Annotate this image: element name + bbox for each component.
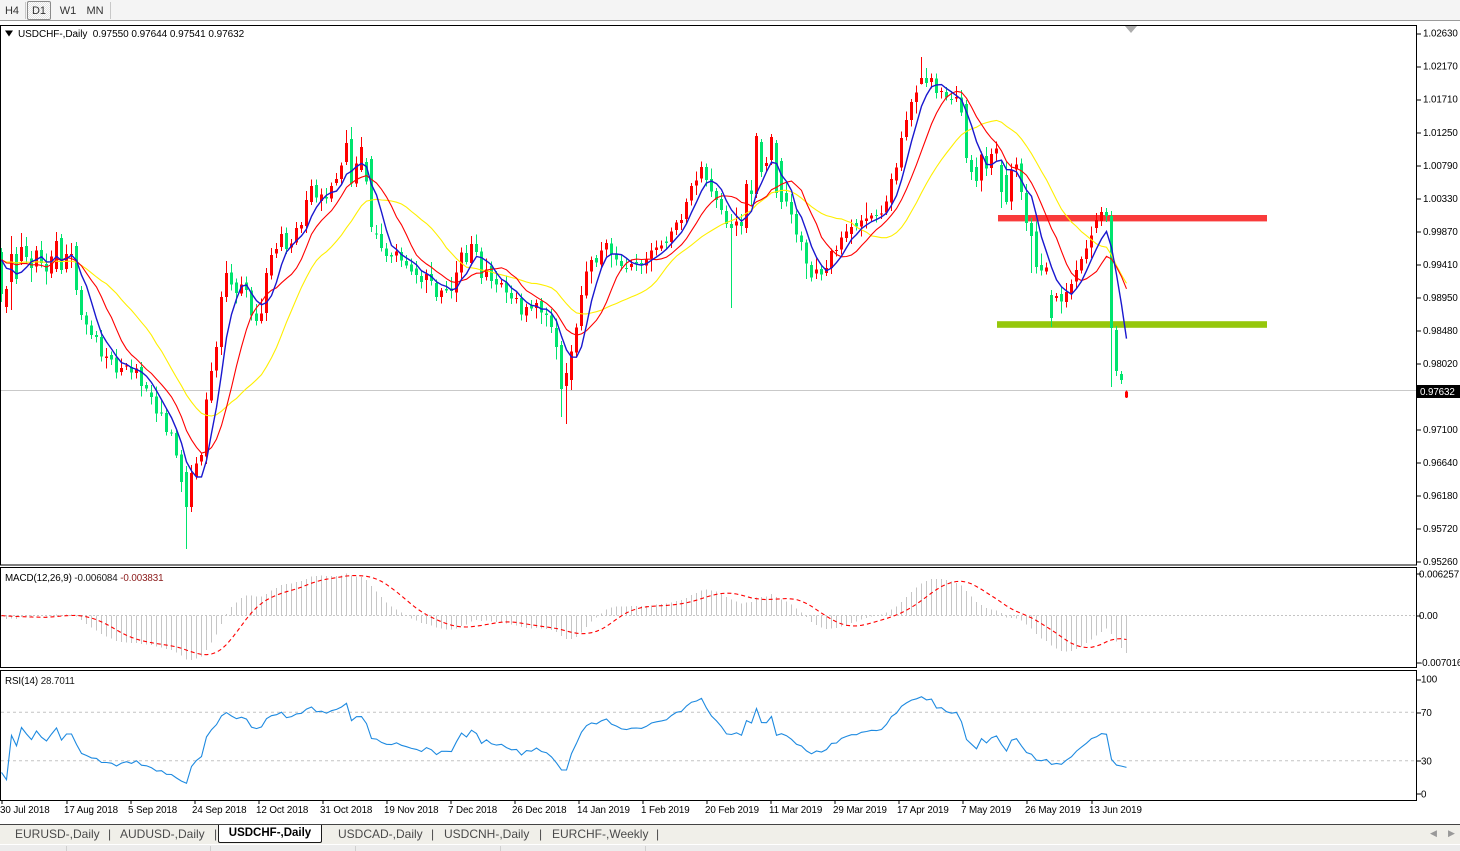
svg-text:26 May 2019: 26 May 2019 — [1025, 805, 1081, 816]
svg-text:100: 100 — [1421, 675, 1438, 686]
svg-text:RSI(14) 28.7011: RSI(14) 28.7011 — [5, 676, 75, 687]
svg-text:14 Jan 2019: 14 Jan 2019 — [577, 805, 630, 816]
svg-text:0.96180: 0.96180 — [1423, 491, 1458, 502]
svg-text:1.01710: 1.01710 — [1423, 95, 1458, 106]
svg-text:1 Feb 2019: 1 Feb 2019 — [641, 805, 690, 816]
svg-text:0.98950: 0.98950 — [1423, 293, 1458, 304]
svg-text:7 May 2019: 7 May 2019 — [961, 805, 1011, 816]
svg-text:26 Dec 2018: 26 Dec 2018 — [512, 805, 567, 816]
svg-text:1.02630: 1.02630 — [1423, 29, 1458, 40]
svg-text:5 Sep 2018: 5 Sep 2018 — [128, 805, 178, 816]
svg-text:USDCHF-,Daily 0.97550 0.97644: USDCHF-,Daily 0.97550 0.97644 0.97541 0.… — [18, 29, 245, 40]
svg-text:-0.007016: -0.007016 — [1419, 658, 1460, 669]
svg-text:0.95260: 0.95260 — [1423, 557, 1458, 568]
svg-text:0.97632: 0.97632 — [1420, 387, 1455, 398]
svg-text:1.02170: 1.02170 — [1423, 62, 1458, 73]
svg-text:30 Jul 2018: 30 Jul 2018 — [0, 805, 50, 816]
svg-text:0.95720: 0.95720 — [1423, 524, 1458, 535]
svg-text:12 Oct 2018: 12 Oct 2018 — [256, 805, 309, 816]
svg-text:0.98020: 0.98020 — [1423, 359, 1458, 370]
svg-text:24 Sep 2018: 24 Sep 2018 — [192, 805, 247, 816]
svg-text:1.00330: 1.00330 — [1423, 194, 1458, 205]
svg-text:1.01250: 1.01250 — [1423, 128, 1458, 139]
svg-text:19 Nov 2018: 19 Nov 2018 — [384, 805, 439, 816]
svg-text:0.006257: 0.006257 — [1419, 570, 1459, 581]
svg-text:31 Oct 2018: 31 Oct 2018 — [320, 805, 373, 816]
svg-text:MACD(12,26,9) -0.006084 -0.003: MACD(12,26,9) -0.006084 -0.003831 — [5, 573, 163, 584]
svg-text:7 Dec 2018: 7 Dec 2018 — [448, 805, 498, 816]
svg-text:0.96640: 0.96640 — [1423, 458, 1458, 469]
svg-text:17 Aug 2018: 17 Aug 2018 — [64, 805, 119, 816]
svg-text:0.98480: 0.98480 — [1423, 326, 1458, 337]
svg-text:0.99410: 0.99410 — [1423, 260, 1458, 271]
svg-text:13 Jun 2019: 13 Jun 2019 — [1089, 805, 1142, 816]
svg-text:0.00: 0.00 — [1419, 611, 1438, 622]
svg-text:30: 30 — [1421, 756, 1432, 767]
svg-text:29 Mar 2019: 29 Mar 2019 — [833, 805, 887, 816]
svg-text:20 Feb 2019: 20 Feb 2019 — [705, 805, 759, 816]
svg-text:0: 0 — [1421, 790, 1427, 801]
svg-text:70: 70 — [1421, 708, 1432, 719]
svg-text:0.97100: 0.97100 — [1423, 425, 1458, 436]
svg-text:11 Mar 2019: 11 Mar 2019 — [769, 805, 822, 816]
svg-text:17 Apr 2019: 17 Apr 2019 — [897, 805, 949, 816]
svg-text:0.99870: 0.99870 — [1423, 227, 1458, 238]
svg-text:1.00790: 1.00790 — [1423, 161, 1458, 172]
